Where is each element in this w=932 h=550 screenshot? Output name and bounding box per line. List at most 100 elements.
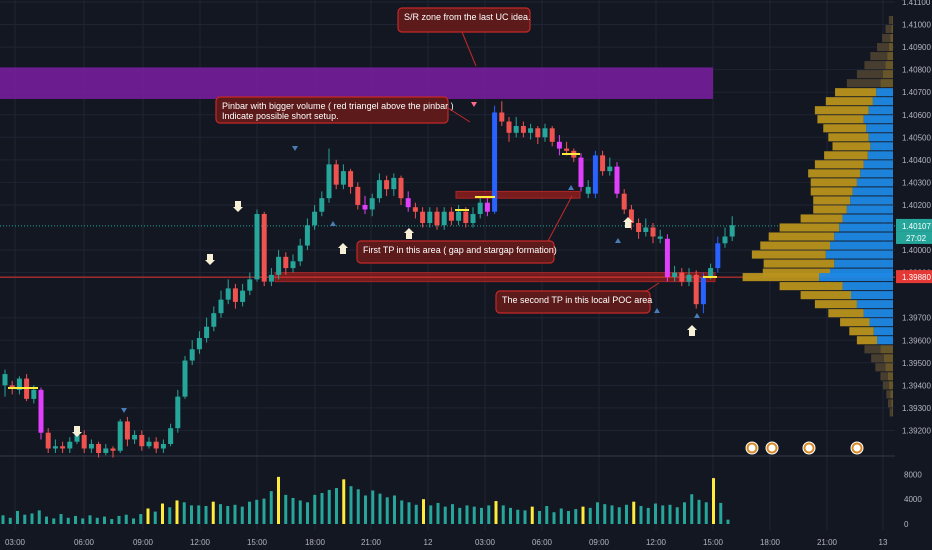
candle-body bbox=[376, 180, 382, 199]
volume-bar bbox=[132, 518, 135, 524]
candle-body bbox=[477, 202, 483, 214]
price-tick-label: 1.39700 bbox=[902, 314, 931, 323]
vp-sell-row bbox=[880, 372, 888, 381]
volume-bar bbox=[291, 497, 295, 524]
candle-body bbox=[456, 211, 462, 221]
sr-zone-note-box bbox=[397, 7, 531, 33]
candle-body bbox=[650, 227, 656, 237]
sr-zone bbox=[0, 67, 895, 283]
candle-body bbox=[52, 446, 58, 449]
candle-body bbox=[333, 164, 339, 185]
volume-bar bbox=[552, 512, 556, 524]
vp-sell-row bbox=[779, 282, 843, 291]
candle-body bbox=[578, 157, 584, 187]
vp-buy-row bbox=[863, 115, 893, 124]
event-flag-inner bbox=[768, 444, 776, 452]
volume-bar bbox=[465, 505, 469, 524]
vp-buy-row bbox=[867, 151, 893, 160]
vp-sell-row bbox=[814, 160, 864, 169]
arrow-down-icon bbox=[233, 201, 243, 212]
volume-bar bbox=[371, 490, 375, 524]
candle-body bbox=[182, 360, 188, 397]
triangle-down-icon bbox=[292, 146, 298, 151]
candle-body bbox=[664, 238, 670, 278]
candle-body bbox=[2, 374, 8, 386]
candle-body bbox=[607, 166, 613, 172]
triangle-down-icon bbox=[121, 408, 127, 413]
time-tick-label: 13 bbox=[879, 538, 888, 547]
volume-bar bbox=[646, 507, 650, 524]
price-tick-label: 1.40000 bbox=[902, 246, 931, 255]
second-tp-pointer bbox=[644, 282, 660, 293]
arrow-up-icon bbox=[404, 228, 414, 239]
volume-bar bbox=[443, 506, 447, 524]
time-tick-label: 09:00 bbox=[133, 538, 154, 547]
candle-body bbox=[232, 288, 238, 302]
triangle-up-icon bbox=[615, 238, 621, 243]
candle-body bbox=[535, 128, 541, 138]
candle-body bbox=[564, 148, 570, 151]
vp-sell-row bbox=[828, 309, 864, 318]
volume-bar bbox=[1, 515, 5, 524]
price-tick-label: 1.41100 bbox=[902, 0, 931, 7]
vp-sell-row bbox=[760, 241, 830, 250]
volume-bar bbox=[697, 499, 701, 524]
volume-bar bbox=[240, 506, 244, 524]
candle-body bbox=[60, 446, 66, 449]
candle-body bbox=[492, 112, 498, 212]
vp-buy-row bbox=[890, 390, 893, 399]
volume-bar bbox=[668, 504, 672, 524]
price-tick-label: 1.40200 bbox=[902, 201, 931, 210]
vp-buy-row bbox=[866, 124, 893, 133]
volume-bar bbox=[182, 502, 186, 524]
volume-bar bbox=[487, 505, 491, 524]
volume-bar bbox=[313, 494, 317, 524]
volume-bar bbox=[393, 495, 396, 524]
time-tick-label: 21:00 bbox=[817, 538, 838, 547]
volume-bar bbox=[298, 500, 302, 524]
vp-buy-row bbox=[863, 160, 893, 169]
second-tp-note-text: The second TP in this local POC area bbox=[502, 295, 652, 305]
vp-sell-row bbox=[875, 363, 886, 372]
vp-sell-row bbox=[824, 151, 868, 160]
volume-bar bbox=[74, 515, 77, 524]
vp-buy-row bbox=[830, 268, 893, 277]
event-flag-inner bbox=[748, 444, 756, 452]
candle-body bbox=[513, 126, 519, 133]
volume-bar bbox=[567, 510, 570, 524]
vp-sell-row bbox=[846, 79, 881, 88]
volume-bar bbox=[494, 501, 498, 524]
vp-sell-row bbox=[814, 300, 857, 309]
price-tick-label: 1.39200 bbox=[902, 426, 931, 435]
candle-body bbox=[247, 279, 253, 291]
candle-body bbox=[139, 434, 145, 447]
sr-zone-band bbox=[0, 67, 713, 99]
poc-price-label: 1.39880 bbox=[902, 273, 931, 282]
candle-body bbox=[146, 441, 152, 447]
price-tick-label: 1.40300 bbox=[902, 178, 931, 187]
volume-bar bbox=[610, 505, 614, 524]
candle-body bbox=[643, 227, 649, 233]
volume-bar bbox=[509, 507, 512, 524]
vp-buy-row bbox=[892, 408, 893, 417]
arrow-up-icon bbox=[687, 325, 697, 336]
candle-body bbox=[81, 434, 87, 449]
volume-bar bbox=[683, 502, 686, 524]
candle-body bbox=[592, 155, 598, 194]
triangle-down-icon bbox=[471, 102, 477, 107]
annotations: S/R zone from the last UC idea. Pinbar wi… bbox=[215, 7, 660, 314]
candle-body bbox=[499, 112, 505, 122]
candle-body bbox=[254, 213, 260, 280]
candle-body bbox=[168, 428, 174, 444]
candle-body bbox=[369, 198, 375, 210]
candle-body bbox=[218, 299, 224, 314]
time-tick-label: 12:00 bbox=[190, 538, 211, 547]
candle-body bbox=[96, 443, 102, 453]
event-flag-inner bbox=[805, 444, 813, 452]
time-tick-label: 12:00 bbox=[646, 538, 667, 547]
candle-body bbox=[304, 225, 310, 246]
price-tick-label: 1.41000 bbox=[902, 21, 931, 30]
vp-buy-row bbox=[839, 223, 893, 232]
time-tick-label: 18:00 bbox=[305, 538, 326, 547]
